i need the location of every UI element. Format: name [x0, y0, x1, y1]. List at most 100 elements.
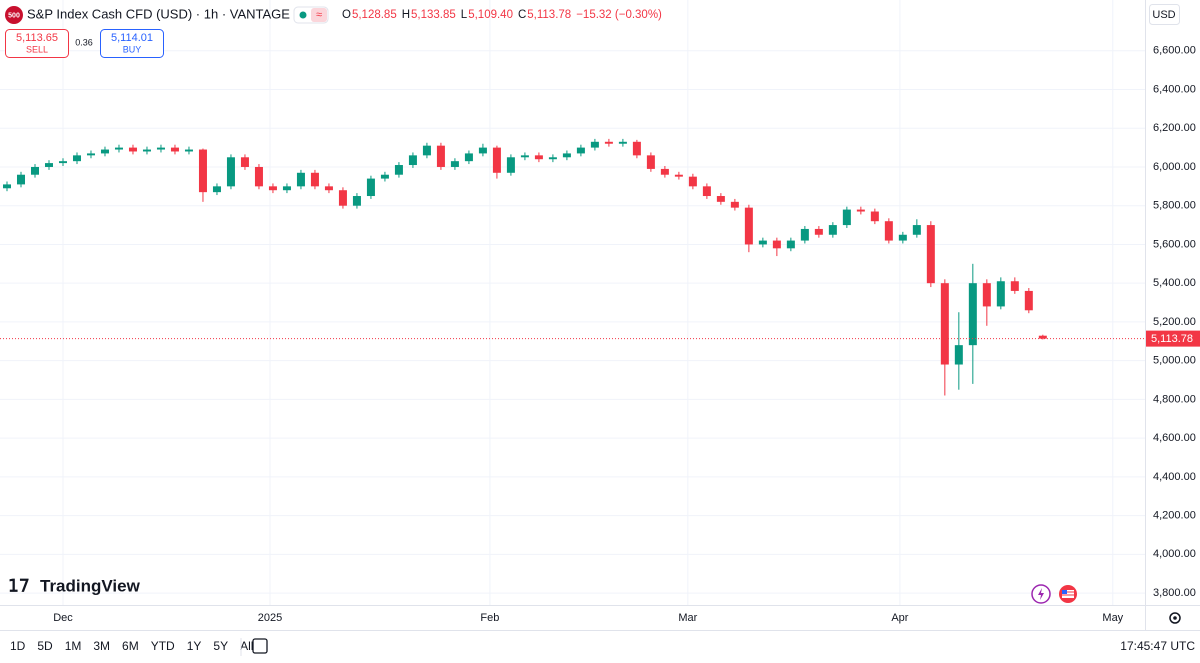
last-price-tag	[1146, 330, 1200, 347]
candle-body	[254, 166, 263, 187]
candle-body	[86, 153, 95, 156]
currency-button[interactable]	[1149, 4, 1180, 25]
candle-body	[506, 157, 515, 173]
date-range-icon[interactable]	[252, 638, 268, 654]
candle-body	[310, 172, 319, 187]
candle-body	[688, 176, 697, 187]
candle-body	[576, 147, 585, 154]
currency: USD	[1152, 9, 1175, 21]
candle-body	[800, 228, 809, 241]
candle-body	[884, 221, 893, 241]
candle-body	[240, 157, 249, 167]
ohlc-change: −15.32 (−0.30%)	[576, 9, 662, 21]
candle-body	[58, 161, 67, 164]
candle-body	[268, 186, 277, 191]
candle-body	[926, 225, 935, 284]
candle-body	[44, 163, 53, 167]
x-tick-label: Dec	[53, 612, 73, 624]
settings-icon[interactable]	[1169, 612, 1181, 624]
candle-body	[380, 174, 389, 179]
candle-body	[646, 155, 655, 169]
candle-body	[772, 240, 781, 249]
timeframe-button[interactable]: 6M	[122, 639, 139, 653]
candle-body	[184, 149, 193, 152]
y-tick-label: 4,400.00	[1153, 471, 1196, 483]
candle-body	[212, 186, 221, 193]
candle-body	[828, 225, 837, 235]
y-tick-label: 5,600.00	[1153, 238, 1196, 250]
data-badge[interactable]	[311, 8, 327, 22]
candle-body	[730, 201, 739, 208]
candle-body	[786, 240, 795, 249]
candle-body	[30, 166, 39, 175]
candle-body	[128, 147, 137, 152]
y-tick-label: 5,800.00	[1153, 200, 1196, 212]
flag	[1062, 590, 1074, 598]
brand-logo-mark: 𝟣𝟩	[8, 576, 30, 595]
timeframe-button[interactable]: YTD	[151, 639, 175, 653]
buy-button[interactable]	[100, 29, 164, 58]
y-tick-label: 5,200.00	[1153, 316, 1196, 328]
candle-body	[2, 184, 11, 189]
candle-body	[114, 147, 123, 150]
candle-body	[408, 155, 417, 166]
events-bolt	[1038, 588, 1044, 600]
ohlc-key: C	[518, 9, 526, 21]
market-status	[299, 11, 307, 19]
status-badge[interactable]	[293, 6, 329, 24]
timeframe-button[interactable]: 1D	[10, 639, 26, 653]
ohlc-value: 5,113.78	[527, 9, 571, 21]
candle-body	[1010, 281, 1019, 291]
candle-body	[674, 174, 683, 177]
candle-body	[898, 234, 907, 241]
flag-canton	[1062, 590, 1067, 594]
y-tick-label: 4,200.00	[1153, 510, 1196, 522]
candle-body	[338, 190, 347, 206]
x-tick-label: 2025	[258, 612, 282, 624]
axes: 3,800.00 4,000.00 4,200.00 4,400.00 4,600.00…	[53, 45, 1200, 624]
candle-body	[548, 157, 557, 160]
ohlc-key: L	[461, 9, 468, 21]
candle-body	[814, 228, 823, 235]
timeframe-button[interactable]: 3M	[93, 639, 110, 653]
timeframe-button[interactable]: 5D	[37, 639, 53, 653]
timeframe-button[interactable]: 5Y	[213, 639, 228, 653]
y-tick-label: 3,800.00	[1153, 587, 1196, 599]
timeframe-button[interactable]: 1M	[65, 639, 82, 653]
candle-body	[562, 153, 571, 158]
sell-label: SELL	[26, 44, 48, 54]
sell-button[interactable]	[5, 29, 69, 58]
symbol-icon-text: 500	[8, 12, 20, 19]
brand[interactable]: TradingView	[40, 576, 141, 595]
candle-body	[324, 186, 333, 191]
candle-body	[366, 178, 375, 197]
candle-body	[590, 141, 599, 148]
candle-body	[296, 172, 305, 187]
grid	[0, 0, 1145, 605]
candle-body	[954, 345, 963, 365]
symbol-title[interactable]: S&P Index Cash CFD (USD) · 1h · VANTAGE	[27, 6, 290, 21]
candle-body	[618, 141, 627, 144]
timeframe-toolbar: 1D 5D 1M 3M 6M YTD 1Y 5Y All	[10, 639, 253, 653]
candle-body	[604, 141, 613, 144]
timeframe-button[interactable]: 1Y	[187, 639, 202, 653]
candle-body	[758, 240, 767, 245]
y-tick-label: 5,000.00	[1153, 355, 1196, 367]
ohlc-value: 5,133.85	[411, 9, 456, 21]
sell-price: 5,113.65	[16, 32, 58, 44]
candle-body	[660, 168, 669, 175]
candle-body	[72, 155, 81, 162]
candle-body	[996, 281, 1005, 307]
candle-body	[100, 149, 109, 154]
candle-body	[422, 145, 431, 156]
settings-dot	[1173, 616, 1177, 620]
timeframe-button[interactable]: All	[240, 639, 253, 653]
ohlc-key: H	[402, 9, 410, 21]
candle-body	[1024, 290, 1033, 311]
y-tick-label: 4,600.00	[1153, 432, 1196, 444]
y-tick-label: 6,000.00	[1153, 161, 1196, 173]
data-badge-icon: ≈	[316, 9, 322, 21]
ohlc-legend: O 5,128.85 H 5,133.85 L 5,109.40 C 5,113.78 −15.…	[342, 9, 662, 21]
